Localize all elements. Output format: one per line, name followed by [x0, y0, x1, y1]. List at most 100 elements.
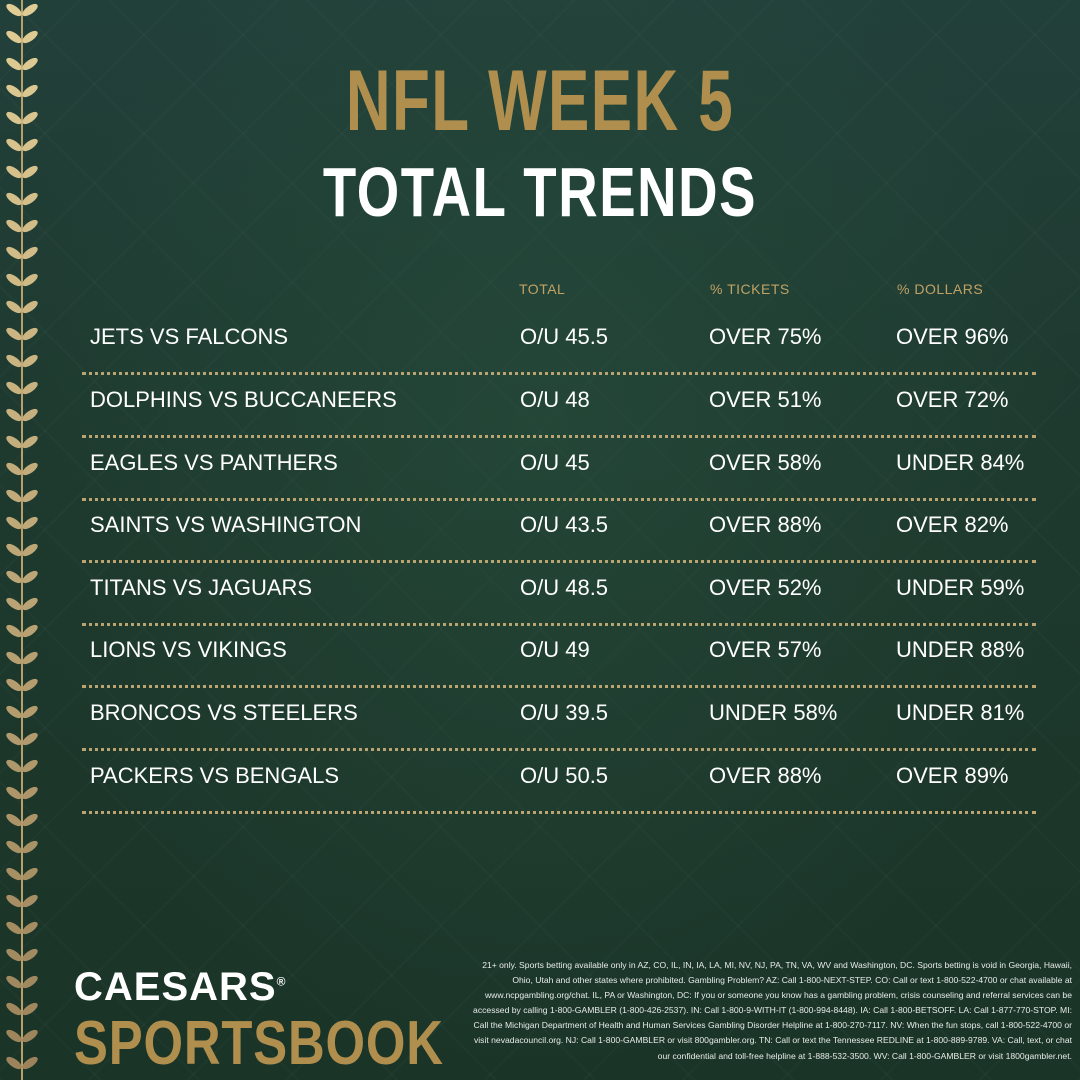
laurel-leaf	[6, 111, 22, 125]
laurel-leaf	[22, 894, 38, 908]
table-row: JETS VS FALCONS O/U 45.5 OVER 75% OVER 9…	[82, 310, 1036, 375]
laurel-leaf	[6, 84, 22, 98]
laurel-leaf	[22, 165, 38, 179]
laurel-leaf	[6, 948, 22, 962]
laurel-leaf	[6, 894, 22, 908]
laurel-leaf	[22, 111, 38, 125]
laurel-leaf	[6, 300, 22, 314]
tickets-value: OVER 58%	[709, 450, 822, 475]
dollars-value: OVER 89%	[896, 763, 1009, 788]
laurel-leaf	[22, 1029, 38, 1043]
total-value: O/U 45.5	[520, 324, 609, 349]
laurel-leaf	[22, 246, 38, 260]
laurel-leaf	[6, 381, 22, 395]
laurel-leaf	[6, 57, 22, 71]
matchup: SAINTS VS WASHINGTON	[90, 512, 362, 537]
laurel-leaf	[6, 516, 22, 530]
laurel-leaf	[22, 597, 38, 611]
laurel-leaf	[6, 570, 22, 584]
laurel-leaf	[6, 354, 22, 368]
laurel-leaf	[6, 192, 22, 206]
laurel-leaf	[22, 867, 38, 881]
column-header-tickets: % TICKETS	[710, 281, 790, 297]
tickets-value: OVER 88%	[709, 763, 822, 788]
laurel-leaf	[6, 1029, 22, 1043]
laurel-leaf	[22, 273, 38, 287]
laurel-leaf	[6, 1056, 22, 1070]
laurel-leaf	[22, 138, 38, 152]
laurel-leaf	[22, 921, 38, 935]
legal-disclaimer: 21+ only. Sports betting available only …	[473, 960, 1072, 1061]
matchup: LIONS VS VIKINGS	[90, 637, 287, 662]
column-header-total: TOTAL	[519, 281, 566, 297]
laurel-leaf	[6, 30, 22, 44]
laurel-leaf	[22, 813, 38, 827]
total-value: O/U 43.5	[520, 512, 609, 537]
total-value: O/U 49	[520, 637, 590, 662]
laurel-vine-decoration	[6, 0, 38, 1080]
laurel-leaf	[6, 327, 22, 341]
laurel-leaf	[6, 543, 22, 557]
laurel-leaf	[6, 678, 22, 692]
column-header-dollars: % DOLLARS	[897, 281, 984, 297]
laurel-leaf	[6, 489, 22, 503]
tickets-value: UNDER 58%	[709, 700, 838, 725]
laurel-leaf	[6, 705, 22, 719]
matchup: DOLPHINS VS BUCCANEERS	[90, 387, 397, 412]
page-title: NFL WEEK 5	[345, 53, 735, 149]
laurel-leaf	[22, 786, 38, 800]
tickets-value: OVER 88%	[709, 512, 822, 537]
matchup: JETS VS FALCONS	[90, 324, 289, 349]
laurel-leaf	[6, 138, 22, 152]
laurel-leaf	[22, 489, 38, 503]
laurel-leaf	[22, 624, 38, 638]
dollars-value: OVER 72%	[896, 387, 1009, 412]
tickets-value: OVER 51%	[709, 387, 822, 412]
table-row: SAINTS VS WASHINGTON O/U 43.5 OVER 88% O…	[82, 498, 1036, 563]
laurel-leaf	[6, 732, 22, 746]
laurel-leaf	[22, 354, 38, 368]
laurel-leaf	[22, 462, 38, 476]
laurel-leaf	[22, 381, 38, 395]
laurel-leaf	[6, 840, 22, 854]
laurel-leaf	[22, 408, 38, 422]
table-row: LIONS VS VIKINGS O/U 49 OVER 57% UNDER 8…	[82, 623, 1036, 688]
laurel-leaf	[6, 624, 22, 638]
dollars-value: UNDER 84%	[896, 450, 1025, 475]
laurel-leaf	[22, 57, 38, 71]
laurel-leaf	[22, 975, 38, 989]
laurel-leaf	[22, 570, 38, 584]
laurel-leaf	[6, 867, 22, 881]
laurel-leaf	[22, 84, 38, 98]
table-row: DOLPHINS VS BUCCANEERS O/U 48 OVER 51% O…	[82, 373, 1036, 438]
laurel-leaf	[22, 516, 38, 530]
laurel-leaf	[6, 651, 22, 665]
laurel-leaf	[22, 732, 38, 746]
laurel-leaf	[22, 3, 38, 17]
page-subtitle: TOTAL TRENDS	[322, 153, 758, 231]
laurel-leaf	[6, 597, 22, 611]
laurel-leaf	[22, 435, 38, 449]
laurel-leaf	[6, 3, 22, 17]
laurel-leaf	[6, 165, 22, 179]
tickets-value: OVER 57%	[709, 637, 822, 662]
laurel-leaf	[22, 678, 38, 692]
tickets-value: OVER 52%	[709, 575, 822, 600]
matchup: TITANS VS JAGUARS	[90, 575, 313, 600]
laurel-leaf	[6, 435, 22, 449]
dollars-value: OVER 82%	[896, 512, 1009, 537]
laurel-leaf	[22, 759, 38, 773]
laurel-leaf	[22, 948, 38, 962]
tickets-value: OVER 75%	[709, 324, 822, 349]
dollars-value: OVER 96%	[896, 324, 1009, 349]
matchup: EAGLES VS PANTHERS	[90, 450, 338, 475]
laurel-leaf	[6, 921, 22, 935]
laurel-leaf	[22, 300, 38, 314]
table-row: PACKERS VS BENGALS O/U 50.5 OVER 88% OVE…	[82, 749, 1036, 814]
logo-wordmark: CAESARS	[74, 965, 277, 1009]
dollars-value: UNDER 81%	[896, 700, 1025, 725]
laurel-leaf	[22, 327, 38, 341]
dollars-value: UNDER 88%	[896, 637, 1025, 662]
sportsbook-logo: SPORTSBOOK	[74, 1009, 444, 1078]
